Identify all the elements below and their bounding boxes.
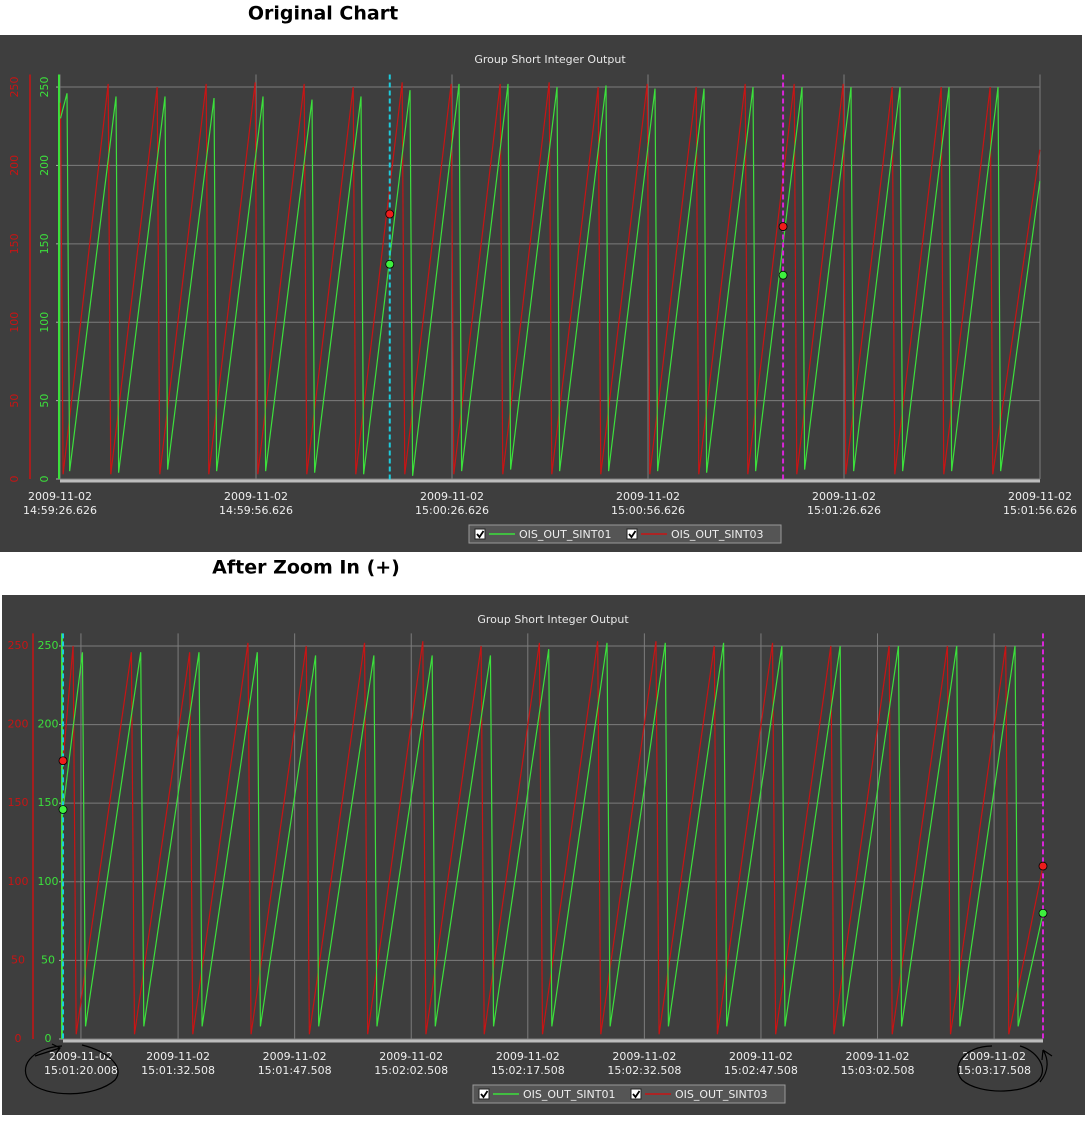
cursor-point — [1038, 908, 1048, 918]
cursor-point — [385, 209, 395, 219]
x-tick-label: 2009-11-02 15:02:17.508 — [491, 1050, 565, 1077]
x-tick-label: 2009-11-02 15:03:02.508 — [841, 1050, 915, 1077]
y-tick-label: 50 — [11, 953, 25, 966]
chart-panel — [0, 35, 1082, 552]
y2-tick-label: 150 — [38, 796, 59, 809]
heading: After Zoom In (+) — [212, 557, 400, 579]
cursor-point — [58, 756, 68, 766]
x-tick-label: 2009-11-02 15:02:02.508 — [374, 1050, 448, 1077]
legend-box — [472, 1084, 786, 1104]
y-tick-label: 100 — [8, 312, 21, 333]
legend-checkbox[interactable] — [630, 1088, 642, 1100]
series-line — [59, 83, 1041, 476]
legend-label: OIS_OUT_SINT03 — [675, 1088, 768, 1101]
y2-tick-label: 150 — [38, 233, 51, 254]
x-tick-label: 2009-11-02 14:59:26.626 — [23, 490, 97, 517]
legend-label: OIS_OUT_SINT01 — [523, 1088, 616, 1101]
legend-label: OIS_OUT_SINT03 — [671, 528, 764, 541]
legend-checkbox[interactable] — [478, 1088, 490, 1100]
chart: Group Short Integer Output 0 50 100 150 200 25… — [2, 595, 1085, 1115]
hand-arrow — [1039, 1049, 1053, 1083]
y2-tick-label: 50 — [38, 394, 51, 408]
legend-check — [628, 530, 637, 539]
x-tick-label: 2009-11-02 15:03:17.508 — [957, 1050, 1031, 1077]
y-tick-label: 100 — [8, 875, 29, 888]
y-tick-label: 250 — [8, 639, 29, 652]
x-tick-label: 2009-11-02 15:01:32.508 — [141, 1050, 215, 1077]
y2-tick-label: 50 — [41, 953, 55, 966]
x-tick-label: 2009-11-02 15:01:47.508 — [258, 1050, 332, 1077]
legend-check — [480, 1090, 489, 1099]
y-tick-label: 150 — [8, 796, 29, 809]
chart: Group Short Integer Output 0 50 100 150 200 25… — [0, 35, 1082, 552]
y2-tick-label: 0 — [38, 476, 51, 483]
hand-arrow — [34, 1043, 61, 1057]
x-tick-label: 2009-11-02 15:02:32.508 — [607, 1050, 681, 1077]
legend-label: OIS_OUT_SINT01 — [519, 528, 612, 541]
y2-tick-label: 0 — [45, 1032, 52, 1045]
y-tick-label: 0 — [15, 1032, 22, 1045]
y-tick-label: 200 — [8, 718, 29, 731]
hand-annotations — [24, 1043, 1053, 1095]
cursor-point — [1038, 861, 1048, 871]
y2-tick-label: 250 — [38, 77, 51, 98]
legend-checkbox[interactable] — [626, 528, 638, 540]
cursor-point — [778, 270, 788, 280]
x-tick-label: 2009-11-02 15:01:56.626 — [1003, 490, 1077, 517]
chart-title: Group Short Integer Output — [477, 613, 629, 626]
y2-tick-label: 200 — [38, 155, 51, 176]
legend-box — [468, 524, 782, 544]
y-tick-label: 250 — [8, 77, 21, 98]
y2-tick-label: 100 — [38, 875, 59, 888]
x-tick-label: 2009-11-02 15:01:26.626 — [807, 490, 881, 517]
chart-panel — [2, 595, 1085, 1115]
legend-check — [632, 1090, 641, 1099]
cursor-point — [385, 259, 395, 269]
cursor-point — [778, 222, 788, 231]
chart-title: Group Short Integer Output — [474, 53, 626, 66]
y-tick-label: 50 — [8, 394, 21, 408]
hand-circle — [957, 1045, 1043, 1092]
legend-check — [476, 530, 485, 539]
y-tick-label: 200 — [8, 155, 21, 176]
series-line — [62, 642, 1044, 1027]
heading: Original Chart — [248, 3, 398, 25]
series-line — [59, 82, 1041, 475]
x-tick-label: 2009-11-02 15:00:56.626 — [611, 490, 685, 517]
legend-checkbox[interactable] — [474, 528, 486, 540]
x-tick-label: 2009-11-02 14:59:56.626 — [219, 490, 293, 517]
y2-tick-label: 250 — [38, 639, 59, 652]
x-tick-label: 2009-11-02 15:02:47.508 — [724, 1050, 798, 1077]
y2-tick-label: 100 — [38, 312, 51, 333]
hand-circle — [24, 1044, 119, 1095]
y-tick-label: 0 — [8, 476, 21, 483]
x-tick-label: 2009-11-02 15:01:20.008 — [44, 1050, 118, 1077]
y-tick-label: 150 — [8, 233, 21, 254]
x-tick-label: 2009-11-02 15:00:26.626 — [415, 490, 489, 517]
y2-tick-label: 200 — [38, 718, 59, 731]
charts: Group Short Integer Output 0 50 100 150 200 25… — [0, 35, 1085, 1115]
cursor-point — [58, 805, 68, 814]
